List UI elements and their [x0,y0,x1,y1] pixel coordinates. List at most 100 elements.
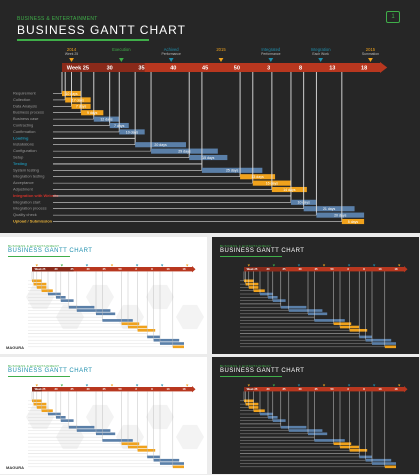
thumb-gantt: Week 25 30 35 40 45 50 3 8 13 18 [26,264,204,349]
week-tick-label: 35 [282,387,286,391]
week-tick-label: 45 [102,267,106,271]
task-bar [137,328,156,332]
milestone-flag-icon [398,264,401,267]
task-label: Installations [13,142,34,147]
thumb-supertitle: BUSINESS & ENTERTAINMENT [8,364,60,368]
title-underline [17,39,149,41]
timeline-arrow-icon [404,266,408,273]
task-bar [272,299,286,302]
task-duration-label: 14 days [283,188,296,192]
task-bar [153,458,180,462]
week-tick-label: 18 [182,387,186,391]
brand-logo: MAGURA [6,465,24,470]
task-bar [189,154,228,161]
task-label: Contracting [13,122,33,127]
week-tick-label: Week 25 [247,387,258,391]
task-bar [135,142,187,148]
week-tick-label: 8 [363,267,365,271]
page-title: BUSINESS GANTT CHART [17,23,186,37]
task-bar [172,465,184,469]
milestone-label: 2014 [67,47,77,52]
task-bar [121,322,140,326]
timeline-highlight [32,267,74,272]
task-bar [308,312,328,316]
milestone-flag-icon [372,384,376,387]
week-tick-label: 3 [267,65,270,71]
milestone-sublabel: Performance [261,52,281,56]
task-bar [260,412,273,416]
task-bar [60,299,74,302]
milestone-flag-icon [368,58,373,62]
task-bar [48,412,61,416]
hex-bg-shape [176,304,204,330]
task-bar [68,425,95,429]
milestone-sublabel: Summation [362,52,379,56]
week-tick-label: 45 [314,387,318,391]
thumbnail-dark-1[interactable]: BUSINESS & ENTERTAINMENT BUSINESS GANTT … [212,237,419,354]
task-bar [253,409,265,413]
thumb-underline [8,256,70,257]
milestone-sublabel: Week 25 [65,52,78,56]
milestone-flag-icon [398,384,401,387]
task-bar [102,439,133,442]
timeline-bar [244,267,404,272]
comment-icon[interactable]: 1 [386,11,400,23]
task-bar [372,462,396,465]
thumb-title: BUSINESS GANTT CHART [220,248,305,254]
milestone-flag-icon [347,384,351,387]
week-tick-label: 35 [70,387,74,391]
timeline-highlight [62,63,145,72]
task-label: Loading [13,135,29,140]
task-bar [314,319,345,322]
week-tick-label: 18 [394,267,398,271]
task-bar [384,345,396,349]
task-bar [341,218,365,225]
task-bar [65,97,91,103]
week-tick-label: 50 [330,387,334,391]
task-bar [153,338,180,342]
week-tick-label: Week 25 [35,267,46,271]
milestone-flag-icon [35,384,38,387]
milestone-flag-icon [347,264,351,267]
task-duration-label: 5 days [348,220,359,224]
milestone-label: Execution [112,47,131,52]
milestone-flag-icon [218,58,224,62]
milestone-flag-icon [85,264,89,267]
milestone-flag-icon [168,58,174,62]
milestone-flag-icon [322,264,326,267]
week-tick-label: 8 [363,387,365,391]
week-tick-label: Week 25 [35,387,46,391]
week-tick-label: 30 [54,267,58,271]
milestone-label: Integration [311,47,331,52]
task-bar [365,338,392,342]
milestone-flag-icon [160,264,164,267]
task-bar [68,305,95,309]
task-label: Requirement [13,90,37,95]
thumbnail-light-2[interactable]: BUSINESS & ENTERTAINMENT BUSINESS GANTT … [0,357,207,474]
week-tick-label: 13 [378,267,382,271]
brand-logo: MAGURA [6,345,24,350]
task-bar [102,319,133,322]
task-duration-label: 20 days [154,143,167,147]
week-tick-label: 45 [314,267,318,271]
milestone-flag-icon [372,264,376,267]
thumb-title: BUSINESS GANTT CHART [8,248,93,254]
thumbnail-dark-2[interactable]: BUSINESS & ENTERTAINMENT BUSINESS GANTT … [212,357,419,474]
thumbnail-light-1[interactable]: BUSINESS & ENTERTAINMENT BUSINESS GANTT … [0,237,207,354]
task-bar [260,292,273,296]
timeline-bar [62,63,380,72]
milestone-label: Achived [164,47,180,52]
main-slide[interactable]: BUSINESS & ENTERTAINMENT BUSINESS GANTT … [0,0,420,233]
week-tick-label: 3 [135,267,137,271]
milestone-flag-icon [268,58,274,62]
task-bar [172,345,184,349]
task-bar [33,402,47,406]
timeline-highlight [244,387,254,392]
task-bar [288,309,323,312]
task-bar [384,465,396,469]
task-duration-label: 12 days [100,117,113,121]
week-tick-label: 13 [329,65,335,71]
milestone-flag-icon [186,264,189,267]
task-bar [333,322,352,326]
week-tick-label: 3 [135,387,137,391]
